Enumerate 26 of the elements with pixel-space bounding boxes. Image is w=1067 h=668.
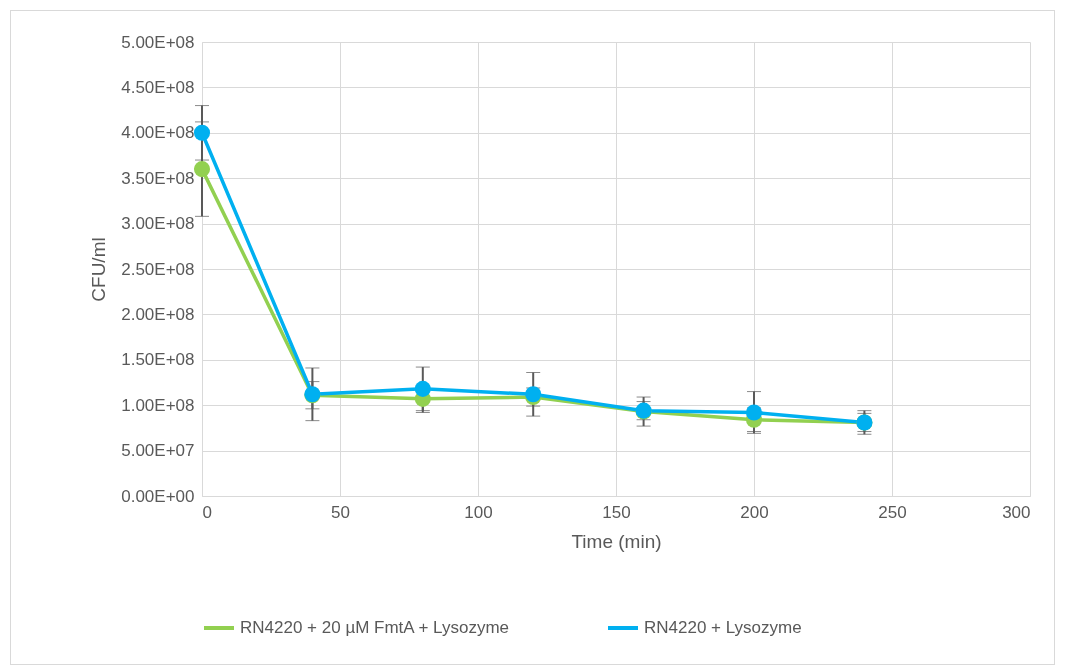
x-tick-label: 0 (202, 502, 212, 522)
point (745, 404, 763, 421)
point (193, 124, 211, 141)
x-tick-label: 50 (331, 502, 350, 522)
y-tick-label: 2.50E+08 (121, 259, 195, 279)
y-tick-label: 0.00E+00 (121, 486, 195, 506)
point (193, 161, 211, 178)
y-tick-label: 1.50E+08 (121, 350, 195, 370)
x-axis-title: Time (min) (571, 530, 662, 552)
y-tick-label: 1.00E+08 (121, 395, 195, 415)
x-tick-label: 200 (740, 502, 769, 522)
y-axis-title: CFU/ml (88, 237, 110, 302)
legend-label: RN4220 + Lysozyme (644, 618, 802, 637)
x-tick-label: 100 (464, 502, 493, 522)
y-tick-label: 4.00E+08 (121, 123, 195, 143)
y-tick-label: 5.00E+07 (121, 441, 195, 461)
y-tick-label: 5.00E+08 (121, 32, 195, 52)
point (414, 380, 431, 397)
x-tick-label: 150 (602, 502, 631, 522)
y-tick-label: 3.00E+08 (121, 214, 195, 234)
y-tick-label: 3.50E+08 (121, 168, 195, 188)
y-tick-label: 4.50E+08 (121, 77, 195, 97)
y-tick-label: 2.00E+08 (121, 304, 195, 324)
legend-label: RN4220 + 20 µM FmtA + Lysozyme (240, 618, 509, 637)
x-tick-label: 250 (878, 502, 907, 522)
x-tick-label: 300 (1002, 502, 1031, 522)
